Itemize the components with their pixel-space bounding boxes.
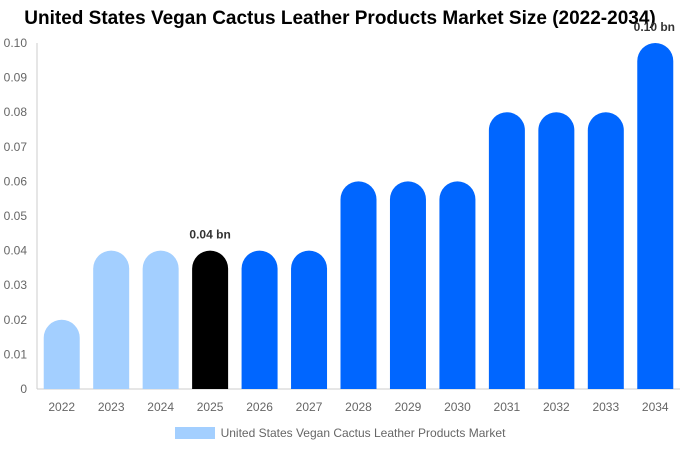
bar-2027 [291, 250, 328, 389]
x-tick-label: 2028 [345, 400, 372, 414]
bar-2023 [93, 250, 130, 389]
legend-swatch [174, 427, 215, 439]
data-label-2025: 0.04 bn [189, 228, 230, 242]
bar-2029 [389, 181, 426, 389]
x-tick-label: 2023 [98, 400, 125, 414]
y-tick-label: 0.09 [4, 71, 28, 85]
x-tick-label: 2026 [246, 400, 273, 414]
x-tick-label: 2025 [197, 400, 224, 414]
y-tick-label: 0.06 [4, 174, 28, 188]
bar-2024 [142, 250, 179, 389]
bar-2028 [340, 181, 377, 389]
axes: 0 0.01 0.02 0.03 0.04 0.05 0.06 0.07 0.08 0.09 0.1… [4, 36, 680, 414]
x-tick-label: 2031 [494, 400, 521, 414]
y-tick-label: 0.07 [4, 140, 28, 154]
data-label-2034: 0.10 bn [634, 20, 675, 34]
x-tick-label: 2034 [642, 400, 669, 414]
y-tick-label: 0.02 [4, 313, 28, 327]
bar-2031 [488, 112, 525, 389]
legend-label: United States Vegan Cactus Leather Produ… [220, 426, 506, 440]
bar-2022 [43, 319, 80, 389]
x-tick-label: 2030 [444, 400, 471, 414]
x-tick-label: 2029 [395, 400, 422, 414]
data-labels: 0.04 bn 0.10 bn [189, 20, 675, 242]
x-tick-label: 2024 [147, 400, 174, 414]
x-tick-label: 2032 [543, 400, 570, 414]
bar-2030 [439, 181, 476, 389]
y-tick-label: 0.08 [4, 105, 28, 119]
y-tick-label: 0.03 [4, 278, 28, 292]
bar-2026 [241, 250, 278, 389]
y-tick-label: 0.10 [4, 36, 28, 50]
y-tick-label: 0.04 [4, 244, 28, 258]
bar-2032 [538, 112, 575, 389]
x-tick-label: 2033 [592, 400, 619, 414]
bars [43, 43, 674, 389]
bar-2033 [587, 112, 624, 389]
bar-2034 [637, 43, 674, 389]
chart-title: United States Vegan Cactus Leather Produ… [24, 8, 656, 29]
bar-2025 [192, 250, 229, 389]
y-tick-label: 0.01 [4, 347, 28, 361]
legend: United States Vegan Cactus Leather Produ… [0, 426, 680, 440]
x-tick-label: 2027 [296, 400, 323, 414]
y-tick-label: 0.05 [4, 209, 28, 223]
x-tick-label: 2022 [48, 400, 75, 414]
y-tick-label: 0 [20, 382, 27, 396]
